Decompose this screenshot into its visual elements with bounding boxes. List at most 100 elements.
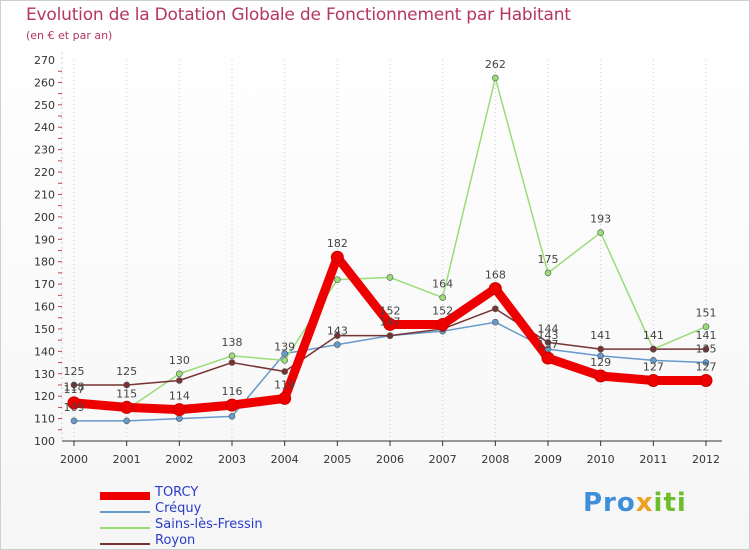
y-tick-label: 160 — [34, 301, 55, 314]
data-label-royon-2012: 141 — [696, 329, 717, 342]
data-label-crequy-2009: 143 — [538, 329, 559, 342]
data-label-sains-les-fressin-2007: 164 — [432, 278, 453, 291]
legend-item-torcy[interactable]: TORCY — [100, 485, 340, 501]
y-tick-label: 220 — [34, 166, 55, 179]
data-label-torcy-2011: 127 — [643, 360, 664, 373]
data-label-torcy-2010: 129 — [590, 356, 611, 369]
data-label-royon-2000: 125 — [64, 365, 85, 378]
point-sains-les-fressin-2007 — [439, 294, 446, 301]
x-tick-label-2001: 2001 — [113, 453, 141, 466]
point-royon-2002 — [176, 377, 183, 384]
point-sains-les-fressin-2009 — [544, 269, 552, 277]
data-label-sains-les-fressin-2012: 151 — [696, 307, 717, 320]
point-crequy-2012 — [702, 359, 710, 366]
legend-item-crequy[interactable]: Créquy — [100, 501, 340, 517]
data-label-torcy-2003: 116 — [222, 385, 243, 398]
point-crequy-2001 — [123, 417, 130, 425]
data-label-torcy-2008: 168 — [485, 269, 506, 282]
point-sains-les-fressin-2010 — [597, 229, 604, 236]
point-torcy-2003 — [225, 398, 239, 412]
data-label-torcy-2001: 115 — [116, 387, 137, 400]
logo-part-1: Pro — [583, 488, 636, 518]
point-torcy-2001 — [120, 400, 134, 414]
data-label-royon-2009: 144 — [538, 322, 559, 335]
legend-item-royon[interactable]: Royon — [100, 533, 340, 549]
point-royon-2004 — [281, 368, 288, 375]
x-tick-label-2011: 2011 — [639, 453, 667, 466]
data-label-sains-les-fressin-2003: 138 — [222, 336, 243, 349]
data-label-sains-les-fressin-2004: 139 — [274, 340, 295, 353]
y-tick-label: 190 — [34, 233, 55, 246]
point-royon-2000 — [70, 381, 78, 389]
x-tick-label-2010: 2010 — [587, 453, 615, 466]
point-royon-2010 — [597, 345, 604, 353]
line-chart: 100 110 120 130 140 150 160 170 180 190 200 210 220 2… — [34, 52, 722, 466]
x-tick-label-2008: 2008 — [481, 453, 509, 466]
data-labels: 117 115 114 116 119 182 152 152 168 137 129 127 127 1… — [64, 58, 717, 414]
point-royon-2006 — [386, 332, 394, 339]
point-crequy-2010 — [597, 352, 604, 360]
point-sains-les-fressin-2005 — [334, 276, 341, 283]
data-label-royon-2010: 141 — [590, 329, 611, 342]
point-crequy-2005 — [334, 341, 341, 348]
legend-label-sains-les-fressin: Sains-lès-Fressin — [155, 517, 263, 532]
logo-part-2: x — [635, 488, 654, 518]
legend-label-crequy: Créquy — [155, 501, 202, 516]
legend-item-sains-les-fressin[interactable]: Sains-lès-Fressin — [100, 517, 340, 533]
y-axis-ticks: 100 110 120 130 140 150 160 170 180 190 200 210 220 2… — [34, 54, 55, 448]
point-royon-2009 — [544, 339, 552, 346]
x-tick-label-2007: 2007 — [429, 453, 457, 466]
legend: TORCY Créquy Sains-lès-Fressin Royon — [100, 485, 340, 549]
x-axis-ticks: 2000 2001 2002 2003 2004 2005 2006 2007 2008 2009… — [60, 441, 720, 466]
point-torcy-2002 — [172, 403, 186, 417]
point-crequy-2011 — [650, 357, 657, 364]
y-tick-label: 170 — [34, 278, 55, 291]
point-royon-2012 — [702, 345, 710, 353]
x-tick-label-2002: 2002 — [165, 453, 193, 466]
x-tick-label-2009: 2009 — [534, 453, 562, 466]
point-royon-2003 — [228, 359, 236, 366]
chart-subtitle: (en € et par an) — [26, 29, 113, 42]
point-royon-2011 — [650, 345, 657, 353]
y-tick-label: 250 — [34, 99, 55, 112]
point-crequy-2000 — [70, 417, 78, 425]
legend-swatch-crequy — [100, 511, 150, 513]
proxiti-logo: Proxiti — [583, 488, 687, 518]
y-tick-label: 110 — [34, 413, 55, 426]
y-tick-label: 120 — [34, 390, 55, 403]
data-label-sains-les-fressin-2010: 193 — [590, 213, 611, 226]
data-label-torcy-2009: 137 — [538, 338, 559, 351]
point-crequy-2002 — [176, 415, 183, 422]
point-sains-les-fressin-2008 — [492, 74, 499, 82]
point-sains-les-fressin-2003 — [228, 352, 236, 360]
chart-title: Evolution de la Dotation Globale de Fonc… — [26, 5, 571, 25]
data-label-royon-2011: 141 — [643, 329, 664, 342]
series-lines — [69, 77, 711, 422]
legend-swatch-royon — [100, 543, 150, 545]
data-label-sains-les-fressin-2008: 262 — [485, 58, 506, 71]
data-label-royon-2006: 147 — [380, 316, 401, 329]
y-tick-label: 150 — [34, 323, 55, 336]
legend-label-royon: Royon — [155, 533, 196, 548]
y-tick-label: 210 — [34, 188, 55, 201]
x-tick-label-2003: 2003 — [218, 453, 246, 466]
y-tick-label: 230 — [34, 144, 55, 157]
y-tick-label: 270 — [34, 54, 55, 67]
point-royon-2001 — [123, 381, 130, 389]
data-points — [67, 74, 713, 425]
grid — [73, 60, 707, 441]
data-label-torcy-2006: 152 — [380, 304, 401, 317]
data-label-crequy-2000: 109 — [64, 401, 85, 414]
point-crequy-2003 — [228, 413, 236, 420]
point-torcy-2004 — [278, 391, 292, 405]
data-label-sains-les-fressin-2002: 130 — [169, 354, 190, 367]
data-label-sains-les-fressin-2009: 175 — [538, 253, 559, 266]
point-sains-les-fressin-2004 — [281, 357, 288, 364]
point-torcy-2010 — [594, 369, 608, 383]
data-label-crequy-2005: 143 — [327, 325, 348, 338]
point-torcy-2000 — [67, 396, 81, 410]
point-sains-les-fressin-2012 — [702, 323, 710, 331]
x-tick-label-2012: 2012 — [692, 453, 720, 466]
data-label-torcy-2005: 182 — [327, 237, 348, 250]
